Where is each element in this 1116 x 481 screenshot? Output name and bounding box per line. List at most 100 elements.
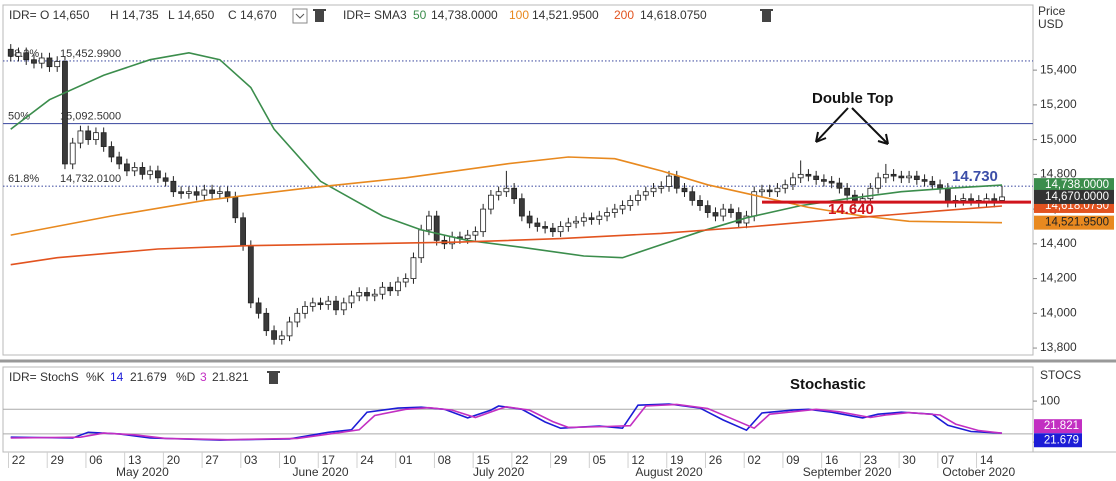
candle-body	[232, 196, 239, 219]
candle-body	[116, 156, 123, 165]
double-top-arrows	[815, 107, 889, 145]
candle-body	[937, 184, 943, 189]
candle-body	[619, 205, 626, 210]
candle-body	[333, 300, 339, 311]
x-tick-label: 10	[283, 453, 297, 467]
x-tick-label: 09	[786, 453, 800, 467]
candle-body	[201, 189, 208, 196]
fib-value: 15,092.5000	[60, 110, 121, 122]
candle-body	[7, 48, 14, 57]
candle-body	[906, 175, 912, 179]
candle-body	[410, 257, 417, 279]
candle-body	[580, 217, 587, 222]
candle-body	[728, 208, 734, 213]
candle-body	[534, 222, 541, 227]
candle-body	[108, 146, 115, 158]
candle-body	[828, 180, 835, 184]
candle-body	[426, 215, 432, 231]
candle-body	[464, 234, 471, 240]
month-label: July 2020	[473, 465, 525, 479]
y-tick-label: 15,000	[1040, 132, 1077, 146]
candle-body	[999, 196, 1005, 201]
sma-name: 50	[413, 8, 427, 22]
candle-body	[689, 191, 696, 201]
month-label: May 2020	[116, 465, 169, 479]
candle-body	[890, 173, 897, 177]
x-tick-label: 22	[515, 453, 529, 467]
candle-body	[255, 302, 262, 314]
delete-button[interactable]	[760, 9, 773, 22]
series-line	[10, 205, 1003, 266]
candle-body	[944, 187, 951, 203]
price-tag	[1034, 189, 1114, 204]
candle-body	[666, 175, 672, 187]
stoch-tag-label: 21.679	[1044, 434, 1079, 446]
candle-body	[549, 227, 556, 233]
candle-body	[356, 292, 363, 297]
candle-body	[325, 300, 332, 306]
y-tick-label: 14,000	[1040, 305, 1077, 319]
candle-body	[154, 170, 161, 179]
series-name: %D	[176, 370, 196, 384]
candle-body	[642, 191, 649, 196]
candle-body	[162, 177, 169, 182]
x-tick-label: 26	[709, 453, 723, 467]
sma-name: 100	[509, 8, 529, 22]
candle-body	[487, 194, 494, 210]
candle-body	[15, 52, 22, 57]
ohlc-open: O 14,650	[40, 8, 90, 22]
symbol: IDR=	[9, 8, 37, 22]
x-tick-label: 03	[244, 453, 258, 467]
axis-title: STOCS	[1040, 368, 1081, 382]
candle-body	[480, 208, 487, 233]
candle-body	[124, 163, 130, 172]
candle-body	[147, 170, 154, 175]
candle-body	[797, 173, 804, 179]
x-tick-label: 20	[167, 453, 181, 467]
candle-body	[813, 175, 820, 180]
x-tick-label: 07	[941, 453, 955, 467]
candle-body	[836, 182, 843, 189]
axis-title: Price	[1038, 4, 1066, 18]
candle-body	[271, 330, 277, 340]
ohlc-low: L 14,650	[168, 8, 215, 22]
support-label: 14.640	[828, 201, 874, 218]
candle-body	[844, 187, 851, 196]
x-tick-label: 08	[438, 453, 452, 467]
candle-body	[340, 302, 347, 311]
x-tick-label: 06	[89, 453, 103, 467]
candle-body	[960, 198, 967, 201]
stoch-tag	[1034, 433, 1082, 448]
x-tick-label: 05	[593, 453, 607, 467]
candle-body	[735, 212, 742, 224]
series-line	[10, 156, 1003, 236]
ohlc-high: H 14,735	[110, 8, 159, 22]
candle-body	[565, 222, 572, 227]
candle-body	[766, 189, 773, 193]
price-header: IDR= O 14,650 H 14,735 L 14,650 C 14,670…	[9, 8, 773, 24]
month-label: August 2020	[635, 465, 703, 479]
stoch-tag	[1034, 419, 1082, 434]
fib-value: 15,452.9900	[60, 48, 121, 60]
series-value: 21.679	[130, 370, 167, 384]
delete-button[interactable]	[267, 371, 280, 384]
candle-body	[348, 295, 355, 304]
y-tick-label: 13,800	[1040, 340, 1077, 354]
candle-body	[433, 215, 440, 241]
period: 14	[110, 370, 124, 384]
candle-body	[379, 286, 386, 295]
candle-body	[185, 191, 192, 194]
candle-body	[921, 179, 928, 182]
study-label: IDR= StochS	[9, 370, 79, 384]
x-tick-label: 17	[322, 453, 336, 467]
sma-value: 14,618.0750	[640, 8, 707, 22]
candle-body	[611, 208, 618, 213]
candle-body	[573, 220, 579, 224]
candle-body	[704, 205, 711, 213]
candle-body	[650, 187, 657, 193]
delete-button[interactable]	[313, 9, 326, 22]
dropdown-button[interactable]	[292, 8, 308, 24]
candle-body	[77, 130, 84, 144]
series-value: 21.821	[212, 370, 249, 384]
